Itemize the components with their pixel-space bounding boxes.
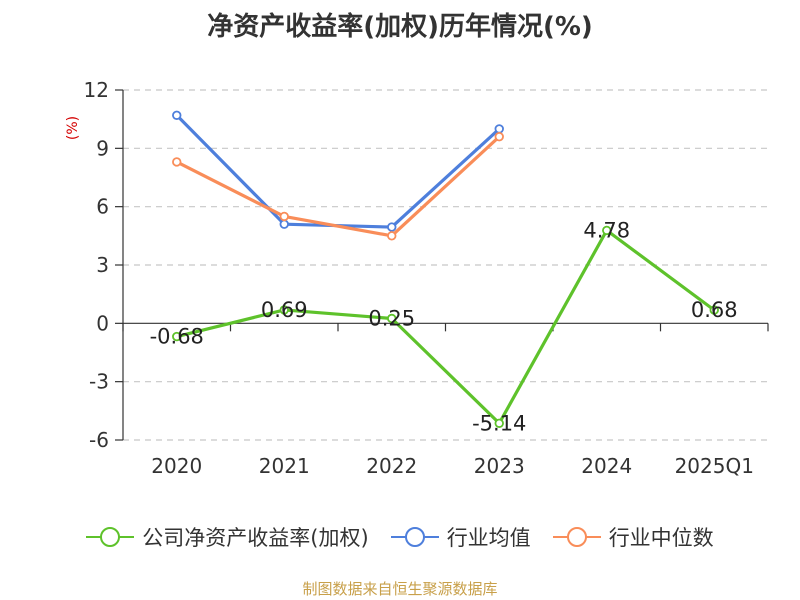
y-tick-label: 9 [96, 136, 109, 160]
data-point [709, 305, 719, 315]
legend-item-company-roe[interactable]: 公司净资产收益率(加权) [86, 522, 369, 552]
data-point [387, 231, 397, 241]
legend-line-circle-icon [552, 527, 601, 547]
data-point [172, 110, 182, 120]
x-tick-label: 2020 [151, 454, 202, 478]
legend-label: 行业均值 [446, 526, 531, 550]
data-point [387, 222, 397, 232]
data-point [494, 131, 504, 142]
y-tick-label: 12 [84, 78, 109, 102]
y-tick-label: -3 [89, 370, 109, 394]
y-tick-label: -6 [89, 428, 109, 452]
data-label: 0.25 [368, 306, 415, 330]
data-point [494, 418, 504, 428]
y-tick-label: 6 [96, 195, 109, 219]
x-tick-label: 2021 [259, 454, 310, 478]
chart-title: 净资产收益率(加权)历年情况(%) [207, 12, 593, 42]
data-label: 0.69 [261, 298, 308, 322]
data-point [172, 157, 182, 167]
legend-item-industry-median[interactable]: 行业中位数 [552, 522, 714, 552]
data-point [387, 313, 397, 324]
data-label: -0.68 [150, 325, 204, 349]
data-point [279, 219, 289, 229]
legend-line-circle-icon [390, 527, 439, 547]
series-line-0 [176, 228, 716, 425]
x-tick-label: 2025Q1 [675, 454, 754, 478]
legend-label: 公司净资产收益率(加权) [142, 526, 369, 550]
data-label: 4.78 [583, 218, 630, 242]
data-label: -5.14 [472, 411, 526, 435]
series-line-2 [176, 135, 501, 238]
legend-item-industry-mean[interactable]: 行业均值 [390, 522, 531, 552]
data-source-note: 制图数据来自恒生聚源数据库 [302, 580, 498, 598]
data-point [494, 124, 504, 134]
data-point [279, 305, 289, 315]
legend-line-circle-icon [86, 527, 135, 547]
x-tick-label: 2024 [581, 454, 632, 478]
data-point [279, 211, 289, 222]
y-tick-label: 0 [96, 311, 109, 335]
data-point [602, 225, 612, 236]
data-point [172, 331, 182, 342]
y-tick-label: 3 [96, 253, 109, 277]
x-tick-label: 2022 [366, 454, 417, 478]
x-tick-label: 2023 [474, 454, 525, 478]
data-label: 0.68 [691, 298, 738, 322]
series-line-1 [175, 114, 501, 229]
legend-label: 行业中位数 [608, 526, 714, 550]
legend: 公司净资产收益率(加权) 行业均值 行业中位数 [0, 522, 800, 552]
